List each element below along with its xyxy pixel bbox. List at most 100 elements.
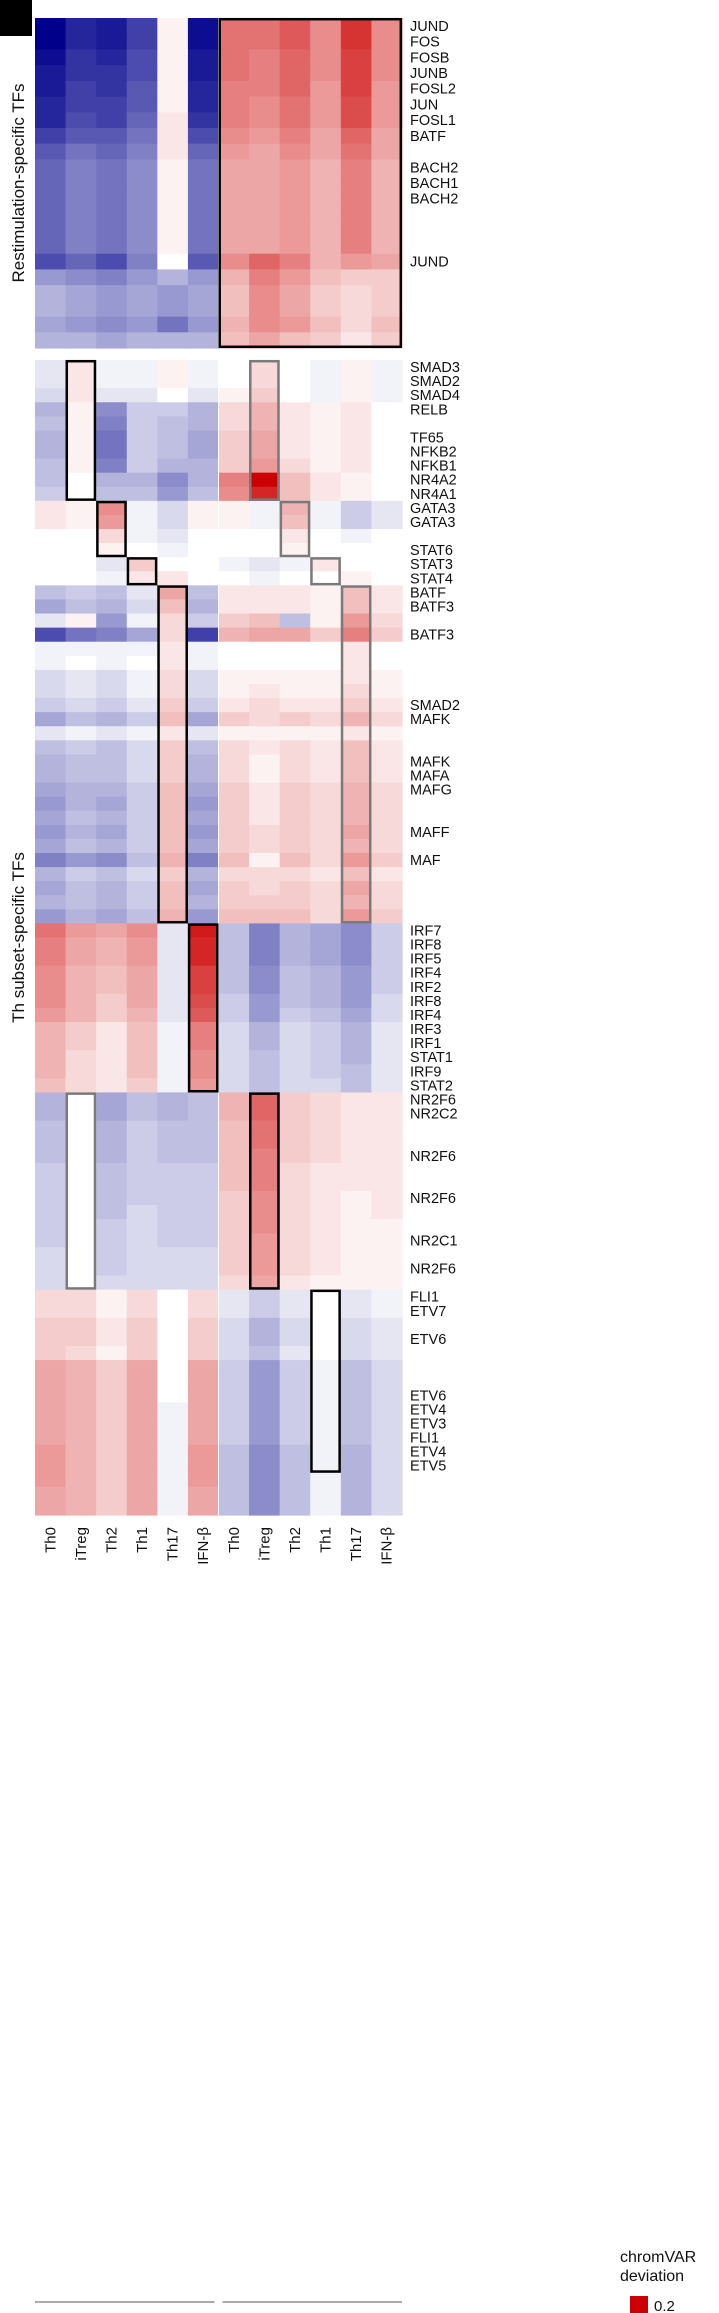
bottom-heatmap-cell — [187, 571, 220, 586]
bottom-heatmap-cell — [96, 360, 128, 375]
bottom-heatmap-cell — [371, 712, 403, 727]
section-label: Restimulation-specific TFs — [9, 83, 28, 282]
bottom-heatmap-cell — [157, 1430, 189, 1446]
bottom-heatmap-cell — [35, 641, 67, 657]
bottom-heatmap-cell — [35, 1261, 67, 1277]
bottom-heatmap-cell — [187, 1247, 220, 1263]
bottom-heatmap-cell — [65, 740, 97, 755]
row-label: BATF — [410, 585, 446, 601]
bottom-heatmap-cell — [65, 1374, 97, 1389]
bottom-heatmap-cell — [340, 571, 373, 586]
bottom-heatmap-cell — [340, 923, 373, 939]
top-heatmap-cell — [371, 190, 403, 208]
top-heatmap-cell — [157, 206, 189, 223]
top-heatmap-cell — [126, 253, 158, 271]
bottom-heatmap-cell — [96, 740, 128, 755]
bottom-heatmap-cell — [65, 360, 97, 375]
row-label: STAT3 — [410, 557, 453, 573]
bottom-heatmap-cell — [218, 486, 250, 502]
bottom-heatmap-cell — [96, 683, 128, 699]
bottom-heatmap-cell — [279, 923, 311, 939]
top-heatmap-cell — [310, 253, 342, 271]
bottom-heatmap-cell — [249, 444, 281, 460]
bottom-heatmap-cell — [126, 472, 158, 488]
bottom-heatmap-cell — [126, 402, 158, 417]
bottom-heatmap-cell — [279, 796, 311, 812]
bottom-heatmap-cell — [218, 1374, 250, 1389]
bottom-heatmap-cell — [218, 1106, 250, 1122]
bottom-heatmap-cell — [35, 1486, 67, 1502]
bottom-heatmap-cell — [218, 895, 250, 910]
bottom-heatmap-cell — [218, 698, 250, 713]
bottom-heatmap-cell — [157, 1078, 189, 1094]
bottom-heatmap-cell — [279, 1106, 311, 1122]
bottom-heatmap-cell — [218, 1402, 250, 1418]
bottom-heatmap-cell — [249, 1444, 281, 1460]
bottom-heatmap-cell — [96, 1458, 128, 1474]
bottom-heatmap-cell — [340, 655, 373, 671]
top-heatmap-cell — [218, 300, 250, 318]
top-heatmap-cell — [96, 128, 128, 145]
bottom-heatmap-cell — [65, 543, 97, 558]
top-heatmap-cell — [126, 112, 158, 129]
top-heatmap-cell — [126, 128, 158, 145]
top-heatmap-cell — [157, 316, 189, 333]
top-heatmap-cell — [96, 253, 128, 271]
bottom-heatmap-cell — [96, 1317, 128, 1333]
bottom-heatmap-cell — [371, 1205, 403, 1220]
row-label: BACH2 — [410, 192, 458, 208]
top-heatmap-cell — [126, 238, 158, 255]
bottom-heatmap-cell — [35, 1050, 67, 1065]
bottom-heatmap-cell — [371, 1050, 403, 1065]
column-label: Th0 — [226, 1527, 243, 1553]
bottom-heatmap-cell — [249, 1472, 281, 1488]
bottom-heatmap-cell — [65, 669, 97, 685]
bottom-heatmap-cell — [96, 993, 128, 1009]
bottom-heatmap-cell — [35, 782, 67, 798]
bottom-heatmap-cell — [35, 374, 67, 389]
bottom-heatmap-cell — [126, 768, 158, 784]
bottom-heatmap-cell — [340, 543, 373, 558]
bottom-heatmap-cell — [65, 993, 97, 1009]
top-heatmap-cell — [310, 159, 342, 176]
bottom-heatmap-cell — [279, 1191, 311, 1206]
bottom-heatmap-cell — [65, 1275, 97, 1291]
bottom-heatmap-cell — [249, 655, 281, 671]
bottom-heatmap-cell — [126, 1134, 158, 1150]
bottom-heatmap-cell — [187, 754, 220, 770]
top-heatmap-cell — [310, 190, 342, 208]
top-heatmap-cell — [187, 238, 220, 255]
bottom-heatmap-cell — [371, 571, 403, 586]
row-label: ETV6 — [410, 1388, 446, 1404]
bottom-heatmap-cell — [157, 374, 189, 389]
bottom-heatmap-cell — [340, 1331, 373, 1347]
bottom-heatmap-cell — [218, 557, 250, 572]
bottom-heatmap-cell — [279, 669, 311, 685]
bottom-heatmap-cell — [187, 1022, 220, 1037]
top-heatmap-cell — [96, 222, 128, 239]
bottom-heatmap-cell — [96, 1219, 128, 1234]
bottom-heatmap-cell — [340, 1289, 373, 1305]
bottom-heatmap-cell — [157, 1317, 189, 1333]
bottom-heatmap-cell — [35, 1303, 67, 1319]
bottom-heatmap-cell — [218, 1007, 250, 1023]
row-label: FOSL1 — [410, 113, 456, 129]
bottom-heatmap-cell — [279, 1458, 311, 1474]
row-label: ETV3 — [410, 1416, 446, 1432]
bottom-heatmap-cell — [126, 740, 158, 755]
bottom-heatmap-cell — [340, 1402, 373, 1418]
bottom-heatmap-cell — [157, 1402, 189, 1418]
bottom-heatmap-cell — [371, 416, 403, 432]
bottom-heatmap-cell — [340, 1416, 373, 1432]
bottom-heatmap-cell — [279, 1247, 311, 1263]
bottom-heatmap-cell — [65, 1247, 97, 1263]
top-heatmap-cell — [35, 128, 67, 145]
row-label: GATA3 — [410, 501, 455, 517]
bottom-heatmap-cell — [218, 951, 250, 967]
bottom-heatmap-cell — [157, 923, 189, 939]
bottom-heatmap-cell — [279, 1345, 311, 1361]
top-heatmap-cell — [371, 80, 403, 98]
bottom-heatmap-cell — [340, 852, 373, 868]
bottom-heatmap-cell — [279, 416, 311, 432]
bottom-heatmap-cell — [157, 1500, 189, 1516]
